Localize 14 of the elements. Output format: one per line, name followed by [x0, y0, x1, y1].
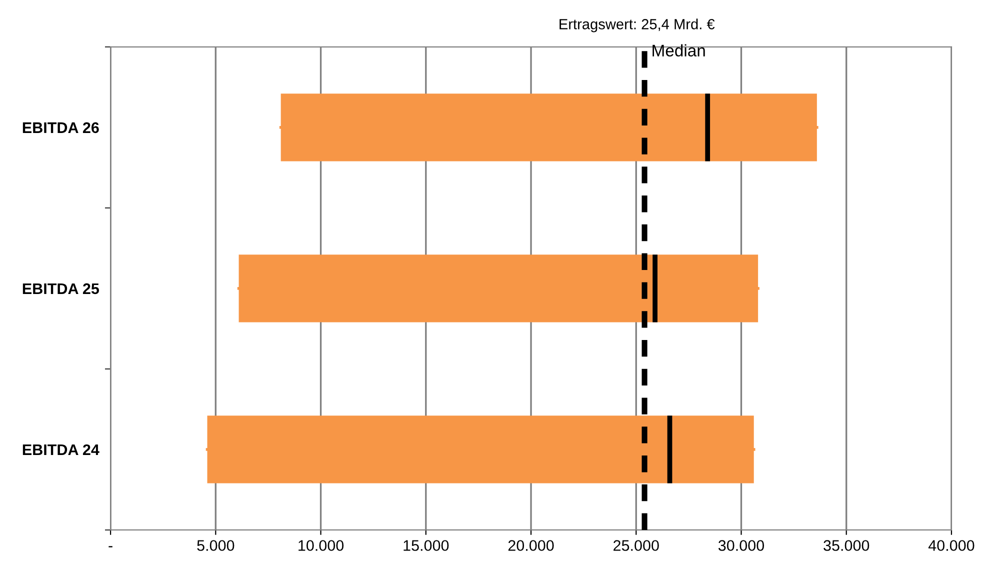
x-tick-label: 30.000 — [718, 540, 764, 551]
x-tick-label: 15.000 — [404, 540, 449, 551]
x-tick-label: - — [108, 546, 112, 548]
x-tick-label: 40.000 — [928, 540, 974, 551]
y-tick-label: EBITDA 25 — [22, 283, 100, 294]
x-tick-label: 20.000 — [508, 540, 554, 551]
y-tick-label: EBITDA 26 — [22, 122, 99, 134]
x-tick-label: 5.000 — [197, 540, 234, 551]
x-tick-label: 25.000 — [614, 540, 659, 551]
ref-line-label: Median — [652, 44, 705, 56]
x-tick-label: 10.000 — [298, 540, 344, 551]
chart-title: Ertragswert: 25,4 Mrd. € — [560, 18, 715, 32]
y-tick-label: EBITDA 24 — [22, 444, 100, 455]
x-tick-label: 35.000 — [824, 540, 870, 551]
